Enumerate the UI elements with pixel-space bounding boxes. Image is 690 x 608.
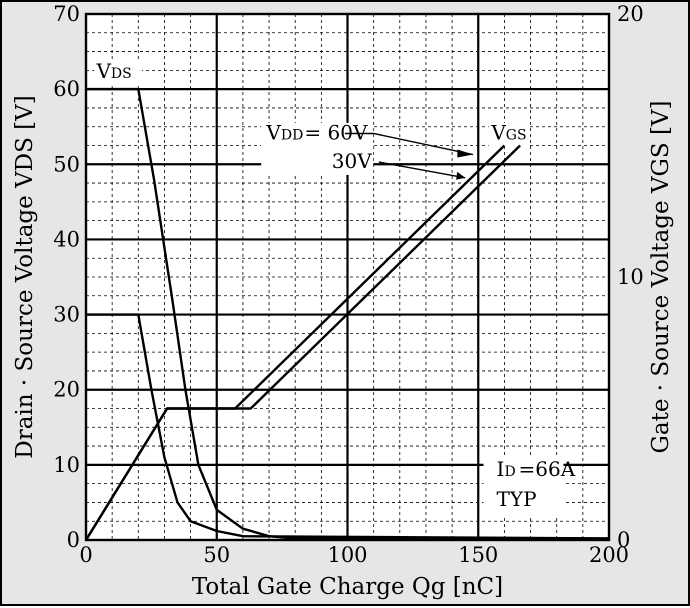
mask-vgs: [488, 122, 529, 147]
id-label: ID: [497, 457, 516, 481]
y-left-tick-label: 50: [53, 152, 80, 176]
vdd-label: VDD: [265, 120, 303, 144]
id-label-sub: D: [504, 464, 515, 480]
vds-label-main: V: [95, 59, 111, 83]
id-label-main: I: [497, 457, 505, 481]
series-vds-30v-line: [86, 313, 610, 540]
typ-label: TYP: [497, 487, 537, 511]
series-curves: [84, 87, 610, 541]
vgs-label-sub: GS: [506, 127, 527, 143]
series-vgs-30v-line: [84, 144, 521, 541]
vdd-30-arrowhead: [456, 171, 466, 180]
mask-id: [483, 457, 564, 516]
vds-label: VDS: [95, 59, 131, 83]
y-left-tick-label: 40: [53, 227, 80, 251]
vgs-label: VGS: [490, 120, 526, 144]
y-right-axis-label: Gate · Source Voltage VGS [V]: [648, 101, 674, 454]
vdd-label-main: V: [265, 120, 281, 144]
x-axis-label: Total Gate Charge Qg [nC]: [192, 574, 503, 600]
annotation-masks: [93, 60, 564, 516]
y-left-tick-labels: 0 10 20 30 40 50 60 70: [53, 2, 80, 552]
y-left-tick-label: 70: [53, 2, 80, 26]
vdd-30-leader: [378, 161, 466, 179]
y-left-tick-label: 20: [53, 378, 80, 402]
mask-vdd: [261, 122, 374, 175]
x-tick-label: 0: [79, 543, 92, 567]
x-tick-label: 100: [327, 543, 367, 567]
vdd-label-sub: DD: [281, 127, 303, 143]
y-left-tick-label: 60: [53, 77, 80, 101]
y-left-tick-label: 30: [53, 303, 80, 327]
x-tick-label: 50: [203, 543, 230, 567]
x-tick-label: 150: [458, 543, 498, 567]
vdd-60-label: = 60V: [304, 120, 368, 144]
y-left-tick-label: 0: [67, 528, 80, 552]
id-value-label: =66A: [519, 457, 576, 481]
x-tick-label: 200: [589, 543, 629, 567]
y-right-tick-label: 0: [617, 528, 630, 552]
y-left-tick-label: 10: [53, 453, 80, 477]
vdd-60-leader: [373, 132, 474, 156]
vgs-label-main: V: [490, 120, 506, 144]
mask-vds: [93, 60, 142, 85]
x-tick-labels: 0 50 100 150 200: [79, 543, 629, 567]
vdd-60-arrowhead: [457, 149, 474, 158]
y-right-tick-labels: 0 10 20: [617, 2, 644, 552]
y-right-tick-label: 20: [617, 2, 644, 26]
y-left-axis-label: Drain · Source Voltage VDS [V]: [12, 95, 38, 458]
vds-label-sub: DS: [111, 66, 132, 82]
y-right-tick-label: 10: [617, 265, 644, 289]
plot-border: [84, 12, 611, 542]
vdd-30-label: 30V: [332, 149, 372, 173]
